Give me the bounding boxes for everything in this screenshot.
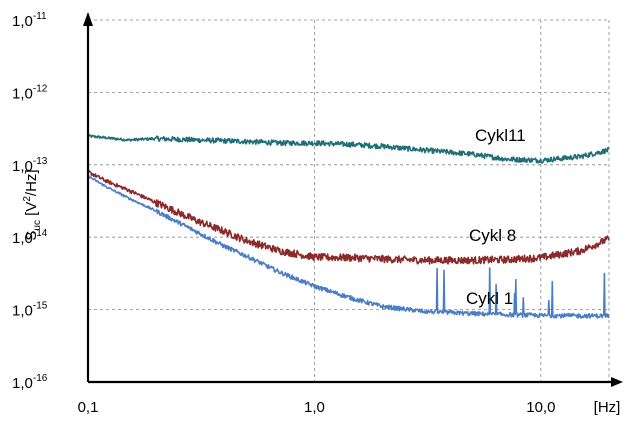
y-tick-exponent: -13	[33, 156, 48, 167]
series-lines	[87, 134, 610, 319]
x-axis-arrow	[611, 377, 623, 387]
x-unit-label: [Hz]	[594, 399, 621, 416]
y-tick-exponent: -12	[33, 83, 48, 94]
series-label-3: Cykl 1	[466, 289, 513, 308]
series-line-3	[87, 174, 610, 319]
series-label-2: Cykl 8	[469, 226, 516, 245]
x-tick-label: 1,0	[304, 399, 325, 416]
y-tick-exponent: -14	[33, 228, 48, 239]
y-tick-label: 1,0-15	[12, 301, 48, 320]
x-tick-label: 10,0	[526, 399, 555, 416]
series-line-1	[87, 134, 610, 164]
y-tick-exponent: -15	[33, 301, 48, 312]
y-tick-exponent: -11	[33, 11, 47, 22]
tick-labels: 1,0-111,0-121,0-131,0-141,0-151,0-160,1 1…	[12, 11, 620, 416]
y-axis-title: Suc [V2/Hz]	[22, 169, 43, 240]
x-tick-label: 0,1	[78, 399, 99, 416]
series-line-2	[87, 169, 610, 265]
y-tick-label: 1,0-11	[12, 11, 47, 30]
y-tick-label: 1,0-12	[12, 83, 48, 102]
series-label-1: Cykl11	[475, 126, 526, 145]
grid	[88, 19, 610, 382]
axes	[83, 12, 623, 387]
y-tick-label: 1,0-16	[12, 373, 48, 392]
y-tick-exponent: -16	[33, 373, 48, 384]
y-axis-arrow	[83, 12, 93, 26]
